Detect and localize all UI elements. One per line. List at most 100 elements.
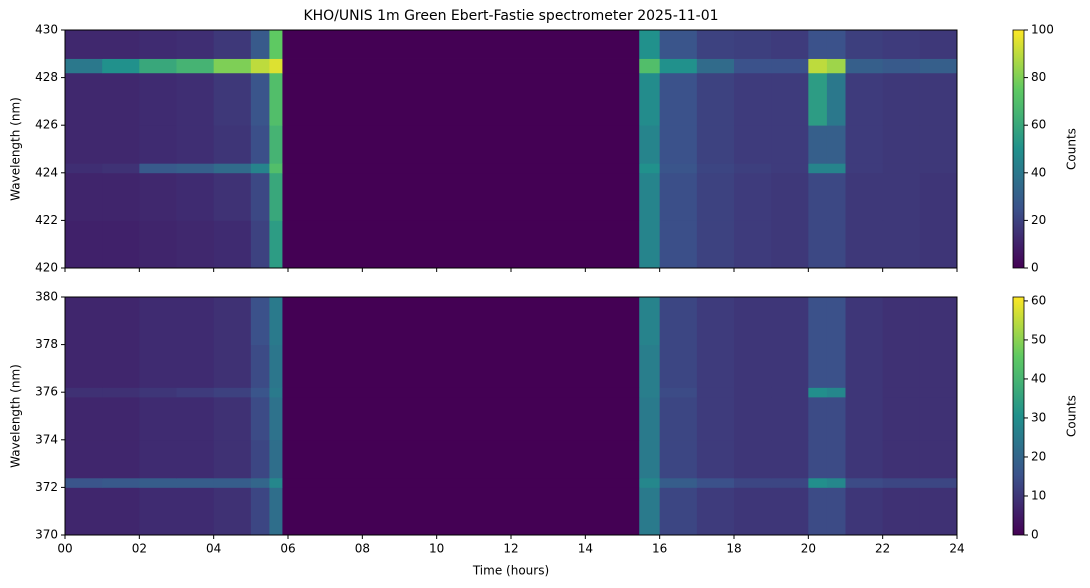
heatmap-cell bbox=[176, 439, 215, 479]
heatmap-cell bbox=[882, 487, 921, 536]
heatmap-cell bbox=[176, 163, 215, 174]
heatmap-cell bbox=[826, 487, 846, 536]
heatmap-cell bbox=[65, 163, 103, 174]
colorbar-tick-label: 80 bbox=[1031, 70, 1046, 84]
heatmap-cell bbox=[826, 30, 846, 59]
heatmap-cell bbox=[845, 58, 884, 74]
heatmap-cell bbox=[213, 477, 252, 488]
heatmap-cell bbox=[826, 172, 846, 221]
heatmap-cell bbox=[282, 344, 640, 388]
colorbar-tick-label: 40 bbox=[1031, 371, 1046, 385]
heatmap-cell bbox=[269, 30, 283, 59]
heatmap-cell bbox=[269, 396, 283, 441]
heatmap-cell bbox=[696, 477, 735, 488]
heatmap-cell bbox=[282, 58, 640, 74]
heatmap-cell bbox=[845, 477, 884, 488]
heatmap-cell bbox=[65, 487, 103, 536]
heatmap-cell bbox=[696, 30, 735, 59]
heatmap-cell bbox=[734, 172, 772, 221]
heatmap-cell bbox=[65, 477, 103, 488]
heatmap-cell bbox=[696, 297, 735, 345]
heatmap-cell bbox=[734, 30, 772, 59]
heatmap-cell bbox=[282, 125, 640, 164]
heatmap-cell bbox=[65, 396, 103, 441]
heatmap-cell bbox=[282, 172, 640, 221]
x-axis-label: Time (hours) bbox=[472, 564, 549, 578]
colorbar-tick-label: 60 bbox=[1031, 293, 1046, 307]
heatmap-cell bbox=[282, 396, 640, 441]
chart-title: KHO/UNIS 1m Green Ebert-Fastie spectrome… bbox=[303, 8, 718, 24]
heatmap-cell bbox=[269, 125, 283, 164]
heatmap-cell bbox=[882, 344, 921, 388]
heatmap-cell bbox=[250, 477, 270, 488]
heatmap-cell bbox=[771, 125, 809, 164]
heatmap-cell bbox=[65, 220, 103, 269]
heatmap-cell bbox=[696, 344, 735, 388]
heatmap-cell bbox=[659, 72, 698, 126]
colorbar-tick-label: 30 bbox=[1031, 410, 1046, 424]
heatmap-cell bbox=[845, 344, 884, 388]
heatmap-cell bbox=[808, 72, 828, 126]
heatmap-cell bbox=[102, 344, 140, 388]
heatmap-cell bbox=[696, 220, 735, 269]
heatmap-cell bbox=[919, 163, 958, 174]
heatmap-cell bbox=[826, 396, 846, 441]
heatmap-cell bbox=[269, 220, 283, 269]
heatmap-cell bbox=[659, 439, 698, 479]
heatmap-cell bbox=[176, 477, 215, 488]
heatmap-cell bbox=[882, 439, 921, 479]
heatmap-cell bbox=[659, 30, 698, 59]
heatmap-cell bbox=[176, 72, 215, 126]
heatmap-cell bbox=[845, 387, 884, 398]
heatmap-cell bbox=[102, 477, 140, 488]
heatmap-cell bbox=[250, 163, 270, 174]
heatmap-cell bbox=[250, 72, 270, 126]
heatmap-cell bbox=[639, 163, 661, 174]
heatmap-cell bbox=[282, 72, 640, 126]
heatmap-cell bbox=[882, 396, 921, 441]
heatmap-cell bbox=[659, 477, 698, 488]
heatmap-cell bbox=[213, 487, 252, 536]
y-tick-label: 376 bbox=[35, 385, 58, 399]
heatmap-cell bbox=[659, 487, 698, 536]
heatmap-cell bbox=[102, 487, 140, 536]
heatmap-cell bbox=[919, 344, 958, 388]
heatmap-cell bbox=[269, 387, 283, 398]
heatmap-cell bbox=[213, 344, 252, 388]
heatmap-cell bbox=[176, 387, 215, 398]
y-tick-label: 422 bbox=[35, 213, 58, 227]
x-tick-label: 12 bbox=[503, 542, 518, 556]
heatmap-cell bbox=[659, 58, 698, 74]
heatmap-cell bbox=[826, 439, 846, 479]
heatmap-cell bbox=[102, 30, 140, 59]
heatmap-cell bbox=[696, 163, 735, 174]
heatmap-cell bbox=[696, 396, 735, 441]
x-tick-label: 16 bbox=[652, 542, 667, 556]
heatmap-cell bbox=[826, 163, 846, 174]
heatmap-cell bbox=[269, 163, 283, 174]
heatmap-cell bbox=[882, 72, 921, 126]
heatmap-cell bbox=[808, 477, 828, 488]
x-tick-label: 24 bbox=[949, 542, 964, 556]
heatmap-cell bbox=[269, 297, 283, 345]
heatmap-cell bbox=[213, 30, 252, 59]
heatmap-cell bbox=[808, 487, 828, 536]
heatmap-cell bbox=[919, 30, 958, 59]
heatmap-cell bbox=[269, 344, 283, 388]
heatmap-cell bbox=[102, 439, 140, 479]
heatmap-cell bbox=[696, 439, 735, 479]
y-tick-label: 370 bbox=[35, 528, 58, 542]
colorbar-tick-label: 40 bbox=[1031, 165, 1046, 179]
heatmap-cell bbox=[919, 487, 958, 536]
heatmap-cell bbox=[845, 220, 884, 269]
heatmap-cell bbox=[176, 297, 215, 345]
heatmap-cell bbox=[882, 163, 921, 174]
heatmap-cell bbox=[250, 396, 270, 441]
heatmap-cell bbox=[139, 30, 177, 59]
y-axis-label: Wavelength (nm) bbox=[9, 364, 23, 468]
heatmap-cell bbox=[659, 125, 698, 164]
heatmap-cell bbox=[882, 387, 921, 398]
heatmap-cell bbox=[65, 344, 103, 388]
